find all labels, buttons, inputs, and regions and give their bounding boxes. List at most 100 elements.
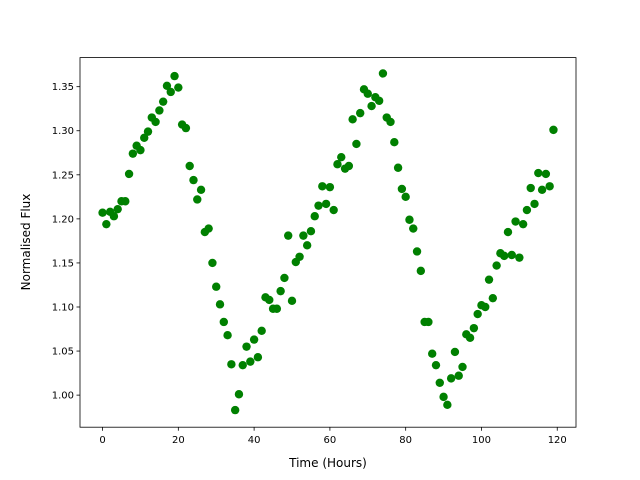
point	[306, 227, 316, 236]
point	[416, 266, 426, 276]
point	[515, 253, 524, 262]
point	[102, 219, 111, 229]
point	[439, 392, 448, 402]
point	[272, 304, 282, 313]
point	[428, 349, 437, 358]
point	[128, 149, 138, 158]
x-tick-label: 60	[324, 435, 337, 446]
point	[98, 208, 107, 217]
point	[212, 282, 221, 291]
point	[518, 219, 528, 229]
point	[329, 205, 338, 215]
point	[541, 169, 551, 179]
point	[155, 106, 164, 115]
point	[158, 97, 168, 106]
point	[121, 197, 130, 206]
x-tick-label: 80	[399, 435, 412, 446]
point	[151, 117, 160, 127]
point	[367, 101, 376, 111]
point	[549, 125, 558, 135]
point	[356, 108, 365, 118]
point	[503, 227, 513, 237]
point	[321, 199, 331, 209]
point	[545, 182, 554, 191]
point	[219, 317, 228, 327]
point	[287, 296, 297, 306]
y-tick-label: 1.00	[52, 391, 74, 402]
point	[374, 96, 384, 105]
point	[325, 182, 335, 192]
y-tick-label: 1.30	[52, 126, 74, 137]
point	[507, 250, 516, 260]
point	[113, 204, 122, 214]
point	[363, 89, 372, 98]
y-tick-label: 1.35	[52, 82, 74, 93]
point	[481, 302, 490, 312]
point	[238, 360, 247, 370]
point	[136, 145, 145, 155]
point	[208, 258, 217, 268]
point	[397, 184, 407, 194]
point	[170, 71, 179, 81]
point	[295, 252, 304, 261]
point	[185, 161, 194, 171]
point	[257, 326, 266, 335]
point	[484, 275, 494, 284]
point	[234, 390, 244, 399]
y-tick-label: 1.20	[52, 214, 74, 225]
point	[124, 169, 134, 179]
point	[405, 215, 414, 224]
plot-frame	[79, 57, 577, 428]
point	[333, 160, 342, 169]
x-tick-label: 0	[99, 435, 105, 446]
point	[511, 217, 520, 226]
point	[450, 347, 460, 357]
point	[492, 261, 501, 270]
point	[522, 205, 532, 215]
point	[193, 195, 202, 204]
point	[162, 81, 172, 91]
x-tick-label: 100	[472, 435, 491, 446]
point	[246, 357, 255, 366]
point	[310, 212, 319, 221]
point	[526, 183, 535, 193]
point	[443, 400, 452, 410]
y-axis-label: Normalised Flux	[19, 194, 33, 291]
point	[352, 139, 361, 149]
point	[337, 152, 346, 162]
point	[230, 405, 240, 415]
point	[314, 201, 323, 210]
point	[435, 378, 444, 387]
point	[242, 342, 251, 351]
point	[446, 374, 456, 383]
point	[318, 182, 327, 191]
x-tick-label: 20	[172, 435, 185, 446]
point	[488, 293, 498, 303]
x-tick-label: 40	[248, 435, 261, 446]
x-axis-label: Time (Hours)	[288, 456, 367, 470]
point	[280, 273, 289, 283]
point	[265, 295, 274, 305]
point	[284, 231, 293, 240]
point	[215, 300, 225, 309]
point	[424, 317, 433, 327]
y-tick-label: 1.25	[52, 170, 74, 181]
point	[174, 83, 183, 92]
point	[393, 163, 403, 172]
point	[390, 138, 399, 147]
point	[473, 309, 482, 319]
point	[204, 224, 213, 233]
point	[534, 168, 543, 178]
point	[401, 192, 410, 202]
point	[378, 69, 388, 78]
point	[223, 330, 232, 340]
point	[249, 335, 259, 344]
point	[253, 353, 263, 362]
y-tick-label: 1.10	[52, 302, 74, 313]
point	[344, 161, 354, 171]
point	[276, 286, 285, 296]
point	[196, 185, 206, 194]
x-tick-label: 120	[548, 435, 567, 446]
